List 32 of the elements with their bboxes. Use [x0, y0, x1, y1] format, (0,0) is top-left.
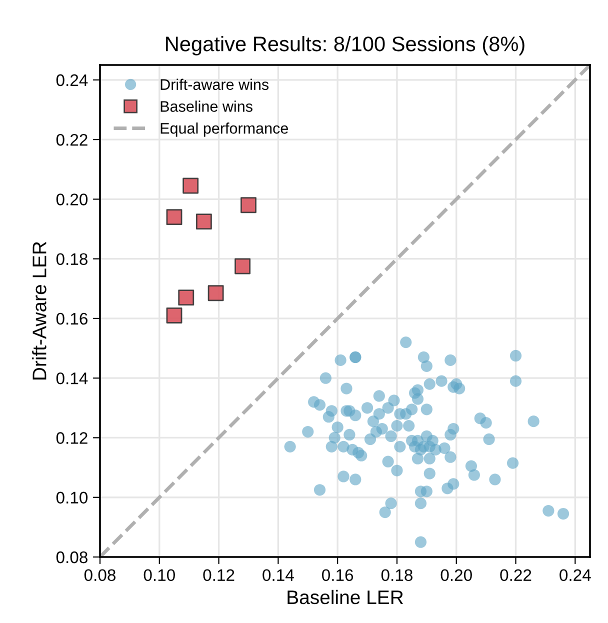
point [166, 209, 182, 226]
x-tick-label: 0.18 [381, 569, 412, 582]
y-tick-label: 0.12 [56, 432, 88, 444]
x-tick-label: 0.14 [262, 569, 294, 582]
y-tick-label: 0.10 [56, 492, 88, 504]
legend-label: Baseline wins [160, 100, 252, 112]
x-tick-label: 0.08 [84, 569, 116, 582]
y-tick-label: 0.16 [56, 312, 88, 325]
x-tick-label: 0.12 [203, 569, 234, 582]
y-tick-label: 0.22 [56, 134, 88, 146]
x-tick-label: 0.20 [440, 569, 472, 582]
x-axis-title: Baseline LER [288, 590, 404, 604]
y-axis-title: Drift-Aware LER [32, 242, 46, 380]
x-tick-label: 0.16 [322, 569, 354, 582]
y-tick-label: 0.20 [56, 194, 88, 206]
point [240, 197, 256, 214]
y-tick-label: 0.18 [56, 253, 88, 266]
y-tick-label: 0.08 [56, 551, 88, 564]
point [166, 307, 182, 324]
legend-label: Drift-aware wins [160, 78, 269, 90]
point [208, 285, 224, 302]
point [234, 258, 251, 274]
x-tick-label: 0.10 [144, 569, 175, 582]
point [182, 178, 199, 194]
legend-label: Equal performance [160, 122, 288, 137]
x-tick-label: 0.24 [560, 569, 591, 582]
y-tick-label: 0.24 [56, 74, 88, 86]
chart-title: Negative Results: 8/100 Sessions (8%) [166, 36, 524, 56]
point [178, 290, 194, 306]
point [196, 214, 212, 230]
x-tick-label: 0.22 [500, 569, 532, 582]
y-tick-label: 0.14 [56, 372, 88, 384]
